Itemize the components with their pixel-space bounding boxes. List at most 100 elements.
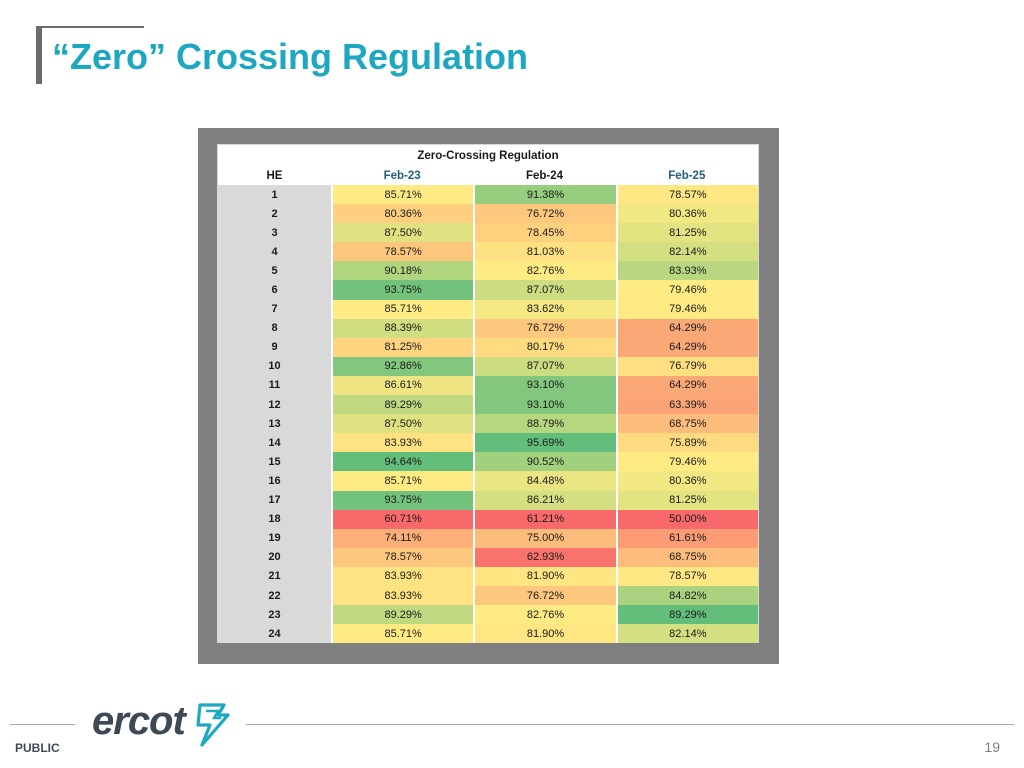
hour-ending-cell: 20: [218, 547, 331, 567]
value-cell: 85.71%: [331, 471, 474, 491]
value-cell: 63.39%: [615, 395, 758, 415]
table-row: 13 87.50% 88.79% 68.75%: [218, 414, 758, 434]
footer-divider-right: [246, 724, 1014, 725]
value-cell: 95.69%: [473, 433, 616, 453]
hour-ending-cell: 17: [218, 490, 331, 510]
value-cell: 79.46%: [615, 280, 758, 300]
table-body: 1 85.71% 91.38% 78.57% 2 80.36% 76.72% 80.36% 3 8…: [218, 185, 758, 644]
value-cell: 84.48%: [473, 471, 616, 491]
table-row: 9 81.25% 80.17% 64.29%: [218, 337, 758, 357]
hour-ending-cell: 12: [218, 395, 331, 415]
value-cell: 85.71%: [331, 624, 474, 644]
value-cell: 75.00%: [473, 528, 616, 548]
table-row: 22 83.93% 76.72% 84.82%: [218, 585, 758, 606]
value-cell: 78.57%: [615, 185, 758, 205]
hour-ending-cell: 8: [218, 318, 331, 338]
hour-ending-cell: 11: [218, 375, 331, 396]
hour-ending-cell: 10: [218, 356, 331, 376]
table-row: 10 92.86% 87.07% 76.79%: [218, 356, 758, 376]
value-cell: 82.76%: [473, 261, 616, 281]
value-cell: 94.64%: [331, 452, 474, 472]
value-cell: 80.36%: [615, 204, 758, 224]
hour-ending-cell: 9: [218, 337, 331, 357]
hour-ending-cell: 5: [218, 261, 331, 281]
value-cell: 87.07%: [473, 280, 616, 300]
hour-ending-cell: 2: [218, 204, 331, 224]
value-cell: 82.14%: [615, 624, 758, 644]
regulation-table: HE Feb-23 Feb-24 Feb-25 1 85.71% 91.38% 78.…: [218, 166, 758, 644]
value-cell: 81.25%: [615, 490, 758, 510]
value-cell: 61.61%: [615, 528, 758, 548]
value-cell: 88.39%: [331, 318, 474, 338]
classification-label: PUBLIC: [15, 741, 60, 755]
value-cell: 79.46%: [615, 299, 758, 319]
value-cell: 85.71%: [331, 299, 474, 319]
table-row: 5 90.18% 82.76% 83.93%: [218, 261, 758, 281]
value-cell: 87.07%: [473, 356, 616, 376]
value-cell: 85.71%: [331, 185, 474, 205]
hour-ending-cell: 21: [218, 566, 331, 586]
table-row: 3 87.50% 78.45% 81.25%: [218, 223, 758, 243]
hour-ending-cell: 24: [218, 624, 331, 644]
value-cell: 87.50%: [331, 223, 474, 243]
value-cell: 78.57%: [331, 242, 474, 262]
value-cell: 81.25%: [331, 337, 474, 357]
value-cell: 93.75%: [331, 280, 474, 300]
value-cell: 78.57%: [331, 547, 474, 567]
table-row: 15 94.64% 90.52% 79.46%: [218, 452, 758, 472]
value-cell: 74.11%: [331, 528, 474, 548]
value-cell: 81.25%: [615, 223, 758, 243]
header-he: HE: [266, 169, 283, 182]
hour-ending-cell: 22: [218, 585, 331, 606]
table-row: 2 80.36% 76.72% 80.36%: [218, 204, 758, 224]
value-cell: 87.50%: [331, 414, 474, 434]
hour-ending-cell: 19: [218, 528, 331, 548]
table-header-row: HE Feb-23 Feb-24 Feb-25: [218, 166, 758, 185]
value-cell: 64.29%: [615, 337, 758, 357]
table-row: 17 93.75% 86.21% 81.25%: [218, 490, 758, 510]
table-image-frame: Zero-Crossing Regulation HE Feb-23 Feb-2…: [198, 128, 779, 664]
hour-ending-cell: 16: [218, 471, 331, 491]
hour-ending-cell: 4: [218, 242, 331, 262]
value-cell: 89.29%: [615, 605, 758, 625]
value-cell: 90.18%: [331, 261, 474, 281]
value-cell: 76.72%: [473, 204, 616, 224]
table-row: 18 60.71% 61.21% 50.00%: [218, 509, 758, 529]
table-row: 6 93.75% 87.07% 79.46%: [218, 280, 758, 300]
value-cell: 83.93%: [615, 261, 758, 281]
table-row: 24 85.71% 81.90% 82.14%: [218, 624, 758, 644]
value-cell: 64.29%: [615, 375, 758, 396]
value-cell: 80.17%: [473, 337, 616, 357]
value-cell: 90.52%: [473, 452, 616, 472]
title-accent-top: [36, 26, 144, 28]
page-number: 19: [984, 739, 1000, 755]
value-cell: 61.21%: [473, 509, 616, 529]
value-cell: 76.72%: [473, 585, 616, 606]
value-cell: 82.14%: [615, 242, 758, 262]
value-cell: 76.79%: [615, 356, 758, 376]
value-cell: 50.00%: [615, 509, 758, 529]
header-feb-24: Feb-24: [525, 169, 564, 182]
value-cell: 75.89%: [615, 433, 758, 453]
value-cell: 60.71%: [331, 509, 474, 529]
table-row: 7 85.71% 83.62% 79.46%: [218, 299, 758, 319]
slide-title: “Zero” Crossing Regulation: [52, 36, 529, 77]
regulation-table-sheet: Zero-Crossing Regulation HE Feb-23 Feb-2…: [217, 144, 759, 644]
value-cell: 81.90%: [473, 566, 616, 586]
value-cell: 79.46%: [615, 452, 758, 472]
footer-divider-left: [10, 724, 75, 725]
table-title: Zero-Crossing Regulation: [417, 150, 559, 162]
value-cell: 80.36%: [331, 204, 474, 224]
value-cell: 83.93%: [331, 433, 474, 453]
logo-wordmark: ercot: [92, 699, 186, 743]
value-cell: 93.75%: [331, 490, 474, 510]
hour-ending-cell: 23: [218, 605, 331, 625]
table-row: 11 86.61% 93.10% 64.29%: [218, 375, 758, 396]
table-row: 12 89.29% 93.10% 63.39%: [218, 395, 758, 415]
table-row: 1 85.71% 91.38% 78.57%: [218, 185, 758, 205]
value-cell: 68.75%: [615, 414, 758, 434]
value-cell: 83.93%: [331, 566, 474, 586]
lightning-bolt-icon: [196, 703, 230, 747]
value-cell: 64.29%: [615, 318, 758, 338]
header-feb-25: Feb-25: [668, 169, 706, 182]
